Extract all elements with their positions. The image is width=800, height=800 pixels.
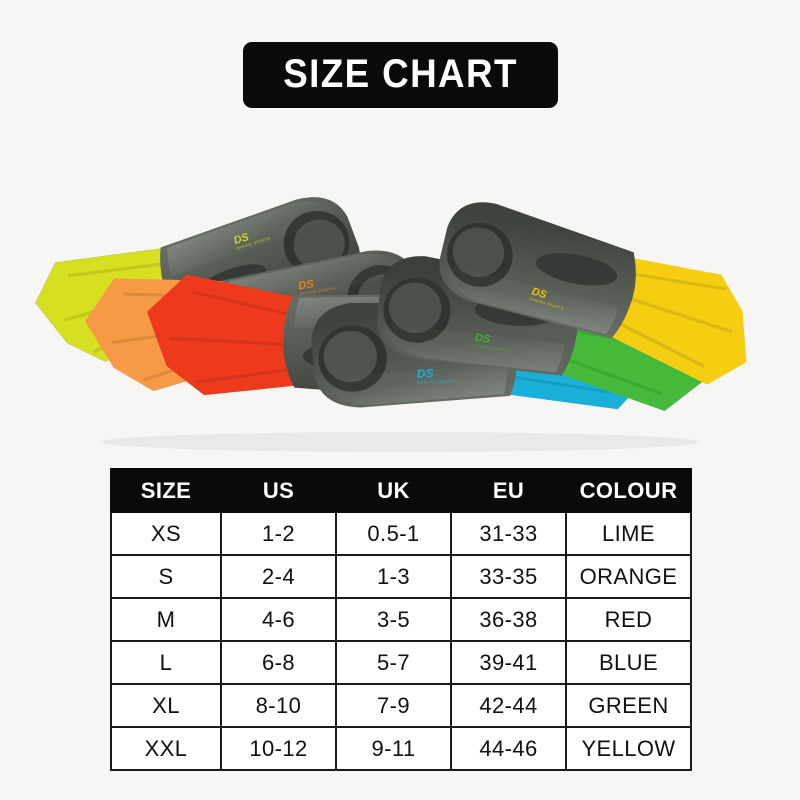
column-header-eu: EU	[450, 468, 567, 513]
cell-uk: 0.5-1	[335, 511, 452, 556]
column-header-colour: COLOUR	[565, 468, 692, 513]
cell-colour: ORANGE	[565, 554, 692, 599]
svg-text:DARING SPORTS: DARING SPORTS	[299, 287, 336, 297]
table-row: XS 1-2 0.5-1 31-33 LIME	[110, 511, 692, 556]
cell-uk: 7-9	[335, 683, 452, 728]
table-row: M 4-6 3-5 36-38 RED	[110, 597, 692, 642]
title-area: SIZE CHART	[0, 0, 800, 150]
cell-uk: 1-3	[335, 554, 452, 599]
page-title: SIZE CHART	[282, 52, 518, 96]
column-header-uk: UK	[335, 468, 452, 513]
cell-us: 4-6	[220, 597, 337, 642]
svg-text:DS: DS	[232, 231, 251, 247]
table-header-row: SIZE US UK EU COLOUR	[110, 468, 692, 513]
cell-colour: BLUE	[565, 640, 692, 685]
cell-size: XS	[110, 511, 222, 556]
cell-uk: 5-7	[335, 640, 452, 685]
svg-text:DS: DS	[530, 286, 549, 302]
cell-us: 6-8	[220, 640, 337, 685]
cell-eu: 36-38	[450, 597, 567, 642]
cell-us: 1-2	[220, 511, 337, 556]
table-row: XL 8-10 7-9 42-44 GREEN	[110, 683, 692, 728]
svg-text:DS: DS	[417, 366, 434, 381]
swim-fins-illustration: DS DARING SPORTS DS DARING SPORTS	[0, 150, 800, 470]
cell-uk: 9-11	[335, 726, 452, 771]
size-chart-title-badge: SIZE CHART	[242, 42, 558, 108]
svg-text:DARING SPORTS: DARING SPORTS	[417, 379, 457, 385]
cell-eu: 39-41	[450, 640, 567, 685]
column-header-size: SIZE	[110, 468, 222, 513]
cell-size: XXL	[110, 726, 222, 771]
fin-logo-blue: DS DARING SPORTS	[417, 366, 457, 385]
cell-size: XL	[110, 683, 222, 728]
cell-us: 8-10	[220, 683, 337, 728]
column-header-us: US	[220, 468, 337, 513]
cell-us: 2-4	[220, 554, 337, 599]
product-photo-swim-fins: DS DARING SPORTS DS DARING SPORTS	[0, 150, 800, 470]
cell-size: S	[110, 554, 222, 599]
size-chart-table: SIZE US UK EU COLOUR XS 1-2 0.5-1 31-33 …	[110, 468, 692, 771]
table-row: L 6-8 5-7 39-41 BLUE	[110, 640, 692, 685]
svg-text:DS: DS	[298, 278, 316, 292]
cell-size: L	[110, 640, 222, 685]
table-row: S 2-4 1-3 33-35 ORANGE	[110, 554, 692, 599]
svg-text:DARING SPORTS: DARING SPORTS	[473, 343, 510, 353]
fin-logo-orange: DS DARING SPORTS	[298, 278, 336, 297]
cell-us: 10-12	[220, 726, 337, 771]
cell-colour: LIME	[565, 511, 692, 556]
cell-eu: 42-44	[450, 683, 567, 728]
cell-size: M	[110, 597, 222, 642]
cell-colour: GREEN	[565, 683, 692, 728]
fin-yellow: DS DARING SPORTS	[439, 202, 747, 385]
fin-logo-green: DS DARING SPORTS	[473, 332, 510, 353]
cell-eu: 33-35	[450, 554, 567, 599]
cell-eu: 31-33	[450, 511, 567, 556]
cell-colour: RED	[565, 597, 692, 642]
table-row: XXL 10-12 9-11 44-46 YELLOW	[110, 726, 692, 771]
cell-uk: 3-5	[335, 597, 452, 642]
cell-eu: 44-46	[450, 726, 567, 771]
svg-text:DS: DS	[474, 332, 492, 346]
size-table-container: SIZE US UK EU COLOUR XS 1-2 0.5-1 31-33 …	[110, 468, 692, 771]
cell-colour: YELLOW	[565, 726, 692, 771]
